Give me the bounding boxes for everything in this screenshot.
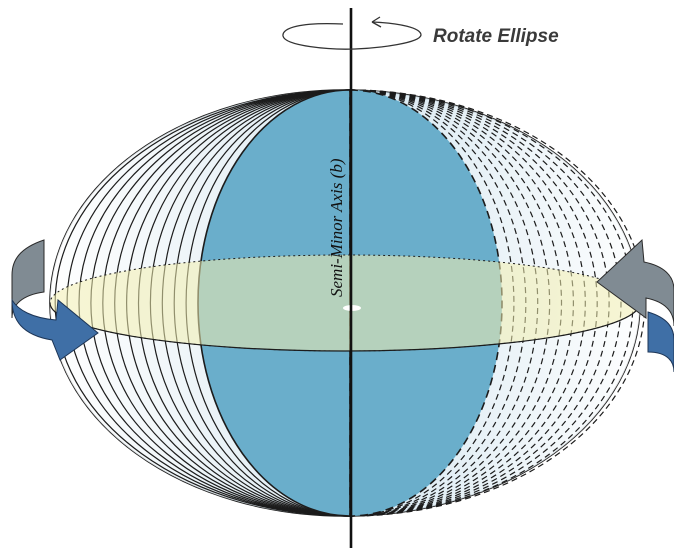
semi-minor-axis-label: Semi-Minor Axis (b) [327,158,346,297]
curved-arrow-left-icon [11,239,99,361]
rotation-arrow-icon [282,16,422,50]
rotate-ellipse-label: Rotate Ellipse [433,26,559,47]
curved-arrow-right-icon [596,238,674,373]
meridian-line [349,89,515,517]
